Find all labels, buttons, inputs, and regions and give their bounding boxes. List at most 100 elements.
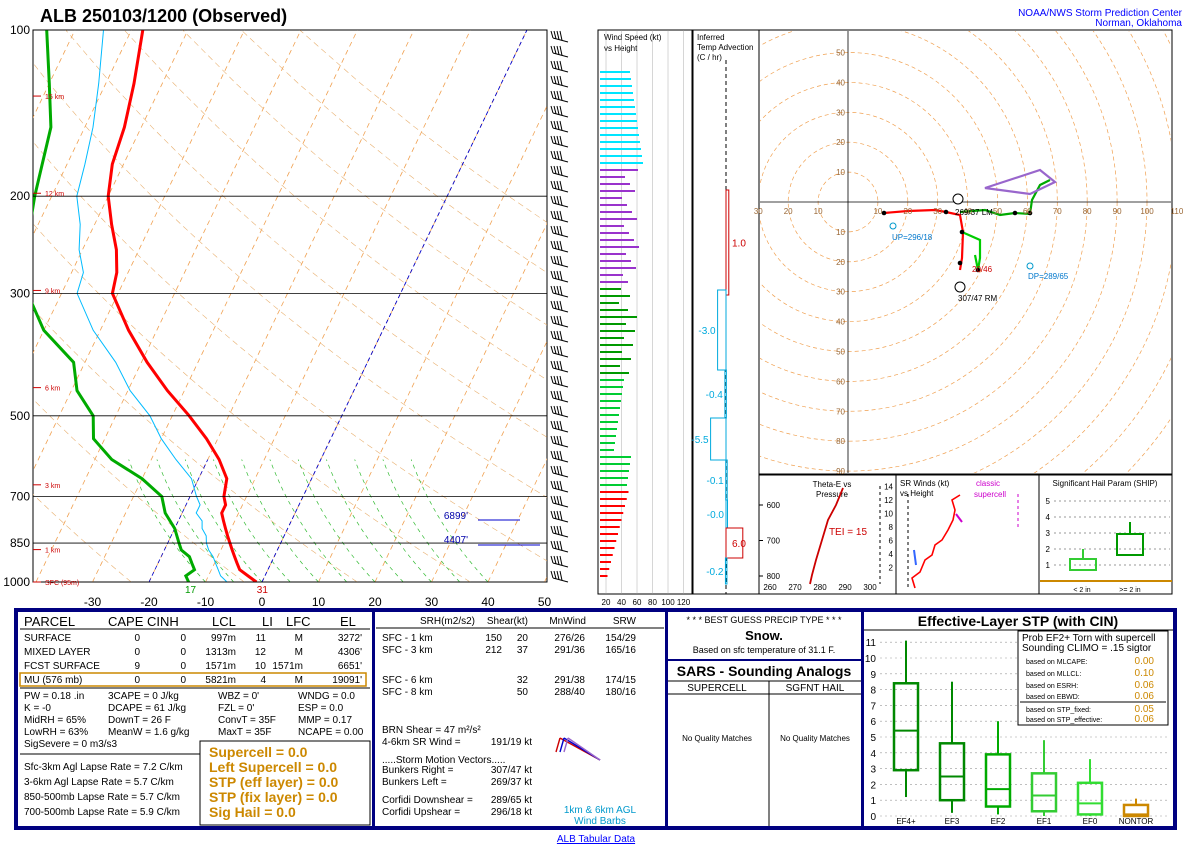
parcel-cell: 12 <box>255 647 267 658</box>
stp-category: EF4+ <box>896 817 916 826</box>
stp-title: Effective-Layer STP (with CIN) <box>918 613 1118 629</box>
parcel-cell: 5821m <box>205 675 236 686</box>
hodo-ring-label: 100 <box>1140 207 1154 216</box>
severe-param: STP (fix layer) = 0.0 <box>209 789 338 805</box>
wind-barb-flag <box>550 315 554 324</box>
wind-barb-flag <box>553 540 557 549</box>
shear-cell: 212 <box>485 645 502 656</box>
ship-y-tick: 1 <box>1046 561 1051 570</box>
advection-bar <box>710 417 727 461</box>
wind-barb-flag <box>559 390 563 401</box>
stp-info-value: 0.00 <box>1135 656 1155 667</box>
ship-y-tick: 3 <box>1046 529 1051 538</box>
wind-barb-flag <box>550 225 554 234</box>
wind-barb-shaft <box>552 217 569 223</box>
wind-barb-flag <box>550 165 554 174</box>
wind-barb-flag <box>550 390 554 399</box>
wind-barb-flag <box>556 555 560 565</box>
theta-e-line <box>809 487 844 585</box>
shear-cell: SFC - 3 km <box>382 645 433 656</box>
hodo-ring-label: 70 <box>1053 207 1062 216</box>
wind-barb-flag <box>559 420 563 431</box>
hodo-ring-label: 50 <box>836 49 845 58</box>
wind-barb-flag <box>556 60 560 70</box>
wind-barb-flag <box>556 375 560 385</box>
bunkers-left-marker <box>952 193 964 205</box>
storm-motion-label: Bunkers Right = <box>382 765 454 776</box>
severe-param-box <box>199 740 371 826</box>
parcel-header: CINH <box>147 614 179 629</box>
wind-barb-flag <box>556 300 560 310</box>
parcel-panel <box>18 612 372 826</box>
sr-winds-plot: SR Winds (kt)vs Height classic supercell 2 4… <box>884 479 1019 590</box>
parcel-cell: 997m <box>211 633 236 644</box>
storm-motion-label: Bunkers Left = <box>382 777 447 788</box>
sars-title: SARS - Sounding Analogs <box>677 663 852 679</box>
hodo-ring-label: 40 <box>836 78 845 87</box>
stp-y-tick: 1 <box>870 796 876 807</box>
pressure-label: 700 <box>10 489 30 503</box>
windspeed-tick-label: 80 <box>648 598 657 607</box>
wind-barb-flag <box>550 555 554 564</box>
height-label: 6 km <box>45 386 60 393</box>
shear-cell: 180/16 <box>605 687 636 698</box>
surface-temp-label: 31 <box>257 585 269 596</box>
hodograph-plot: 10 10 10 10 20 20 20 20 30 30 30 30 40 40 40 50 50 50 60 60… <box>754 31 1184 476</box>
shear-panel <box>375 612 665 826</box>
parcel-cell: 0 <box>180 633 186 644</box>
wind-barb-flag <box>559 165 563 176</box>
skewt-frame <box>32 29 548 583</box>
level-label: 4407' <box>444 535 468 546</box>
wind-barbs-column <box>550 30 569 583</box>
temperature-line <box>106 30 258 582</box>
hodo-height-dot <box>957 260 963 266</box>
hodo-annotation: 20/46 <box>972 265 993 274</box>
wind-barb-flag <box>553 330 557 339</box>
temp-tick-label: 50 <box>538 595 552 609</box>
wind-barb-flag <box>556 525 560 535</box>
level-label: 6899' <box>444 511 468 522</box>
parcel-cell: 3272' <box>338 633 362 644</box>
tabular-data-link[interactable]: ALB Tabular Data <box>557 834 636 845</box>
stp-info-label: based on MLCAPE: <box>1026 659 1088 666</box>
stp-info-label: based on ESRH: <box>1026 683 1078 690</box>
wind-barb-flag <box>550 570 554 579</box>
parcel-cell: 0 <box>180 647 186 658</box>
wind-barb-shaft <box>552 82 569 88</box>
isotherm <box>318 105 547 582</box>
theta-e-title-line-1: Pressure <box>816 490 849 499</box>
sr-wind-label: 4-6km SR Wind = <box>382 737 461 748</box>
hodo-ring-label: 20 <box>836 258 845 267</box>
parcel-header: PARCEL <box>24 614 75 629</box>
theta-e-y-tick: 600 <box>767 501 781 510</box>
stp-info-label: based on EBWD: <box>1026 694 1080 701</box>
surface-dew-label: 17 <box>185 585 197 596</box>
temp-tick-label: -20 <box>140 595 158 609</box>
parcel-cell: 19091' <box>332 675 362 686</box>
wind-barb-flag <box>559 435 563 446</box>
isotherm <box>374 222 547 582</box>
advection-bar <box>725 499 728 529</box>
wind-barb-flag <box>550 360 554 369</box>
wind-barb-shaft <box>552 277 569 283</box>
isotherm <box>601 30 866 582</box>
hodo-height-dot <box>1012 210 1018 216</box>
temp-tick-label: -10 <box>197 595 215 609</box>
wind-barb-flag <box>553 450 557 459</box>
sr-y-tick: 14 <box>884 483 893 492</box>
hodo-ring-label: 10 <box>836 228 845 237</box>
wind-barb-flag <box>556 465 560 475</box>
agl-wind-barb <box>567 737 601 761</box>
hodo-ring-label: 30 <box>933 207 942 216</box>
wind-barb-shaft <box>552 142 569 148</box>
wind-barb-flag <box>550 300 554 309</box>
theta-e-title-line-0: Theta-E vs <box>813 480 852 489</box>
ship-category: < 2 in <box>1073 587 1090 594</box>
stp-y-tick: 10 <box>865 654 877 665</box>
stp-info-box <box>1017 630 1169 726</box>
shear-cell: 20 <box>517 633 529 644</box>
sr-legend: classic <box>976 479 1000 488</box>
sr-low-marker <box>913 549 917 566</box>
parcel-header: LCL <box>212 614 236 629</box>
